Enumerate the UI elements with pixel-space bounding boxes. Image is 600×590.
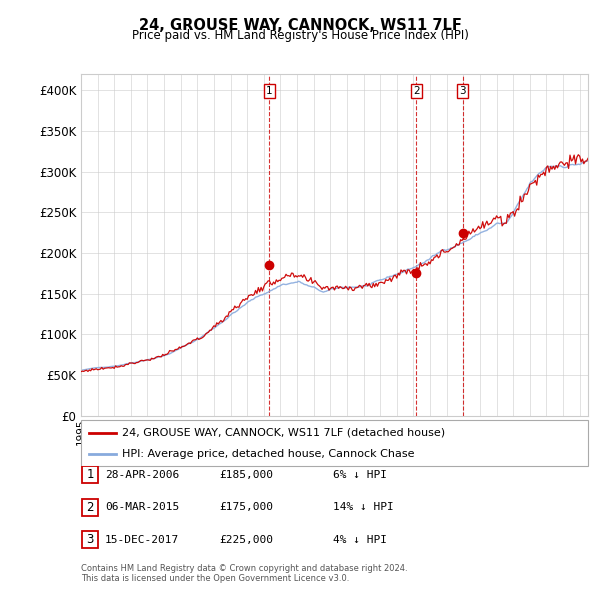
FancyBboxPatch shape: [82, 499, 98, 516]
Text: £185,000: £185,000: [219, 470, 273, 480]
Text: 06-MAR-2015: 06-MAR-2015: [105, 503, 179, 512]
FancyBboxPatch shape: [82, 467, 98, 483]
Text: Price paid vs. HM Land Registry's House Price Index (HPI): Price paid vs. HM Land Registry's House …: [131, 30, 469, 42]
Text: £175,000: £175,000: [219, 503, 273, 512]
Text: 2: 2: [413, 86, 419, 96]
Text: HPI: Average price, detached house, Cannock Chase: HPI: Average price, detached house, Cann…: [122, 448, 414, 458]
Text: 6% ↓ HPI: 6% ↓ HPI: [333, 470, 387, 480]
Text: Contains HM Land Registry data © Crown copyright and database right 2024.
This d: Contains HM Land Registry data © Crown c…: [81, 563, 407, 583]
Text: 15-DEC-2017: 15-DEC-2017: [105, 535, 179, 545]
Text: 1: 1: [266, 86, 272, 96]
Text: 4% ↓ HPI: 4% ↓ HPI: [333, 535, 387, 545]
Text: 3: 3: [86, 533, 94, 546]
FancyBboxPatch shape: [81, 420, 588, 466]
Text: 2: 2: [86, 501, 94, 514]
Text: 3: 3: [460, 86, 466, 96]
Text: £225,000: £225,000: [219, 535, 273, 545]
Text: 1: 1: [86, 468, 94, 481]
FancyBboxPatch shape: [82, 532, 98, 548]
Text: 24, GROUSE WAY, CANNOCK, WS11 7LF: 24, GROUSE WAY, CANNOCK, WS11 7LF: [139, 18, 461, 32]
Text: 28-APR-2006: 28-APR-2006: [105, 470, 179, 480]
Text: 14% ↓ HPI: 14% ↓ HPI: [333, 503, 394, 512]
Text: 24, GROUSE WAY, CANNOCK, WS11 7LF (detached house): 24, GROUSE WAY, CANNOCK, WS11 7LF (detac…: [122, 428, 445, 438]
